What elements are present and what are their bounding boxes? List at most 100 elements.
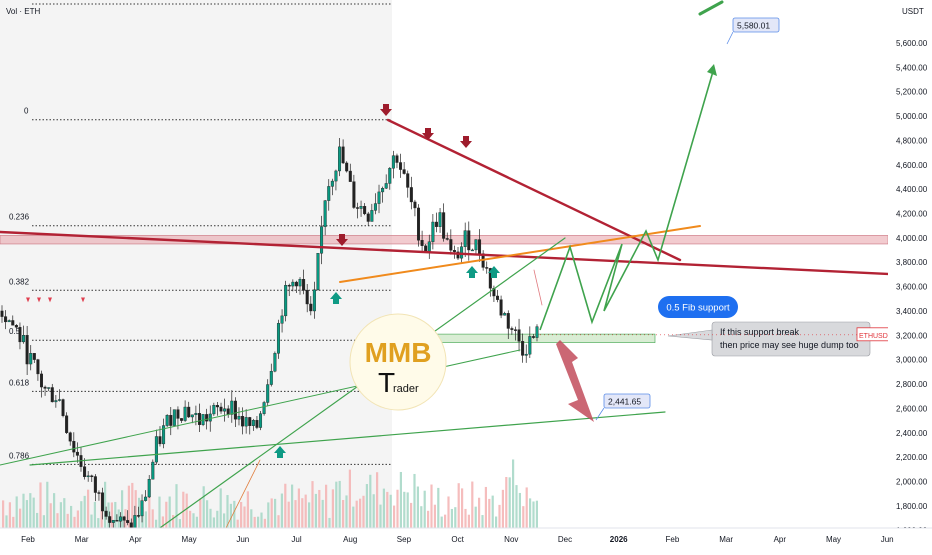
sell-signal-arrow <box>380 104 392 116</box>
signal-arrows <box>26 104 500 458</box>
price-tick-label: 2,200.00 <box>896 453 928 462</box>
candle-body <box>215 405 219 408</box>
candle-body <box>104 510 108 517</box>
volume-bar <box>304 494 307 528</box>
price-tick-label: 4,000.00 <box>896 234 928 243</box>
volume-bar <box>257 516 260 528</box>
price-axis[interactable]: 5,600.00 5,400.00 5,200.00 5,000.00 4,800.00… <box>896 39 928 535</box>
candle-body <box>205 414 209 422</box>
candle-body <box>97 492 101 494</box>
shaded-region <box>0 0 392 528</box>
watermark-logo: MMB T rader <box>349 313 447 411</box>
volume-label: Vol · ETH <box>6 7 40 16</box>
candle <box>237 407 241 426</box>
buy-signal-arrow <box>488 266 500 278</box>
small-sell-marker <box>48 297 52 303</box>
volume-bar <box>433 504 436 528</box>
candle-body <box>381 188 385 193</box>
candle-body <box>316 253 320 290</box>
candle-body <box>280 315 284 324</box>
candle <box>431 213 435 250</box>
volume-bar <box>155 519 158 528</box>
volume-bar <box>212 517 215 528</box>
volume-bar <box>512 459 515 528</box>
candle <box>327 179 331 211</box>
volume-bar <box>49 503 52 528</box>
volume-bar <box>393 505 396 528</box>
candle <box>370 203 374 222</box>
volume-bar <box>148 492 151 528</box>
logo-text: MMB <box>365 337 432 368</box>
volume-bar <box>134 490 137 528</box>
volume-bar <box>379 504 382 528</box>
warning-pointer <box>667 329 713 341</box>
candle <box>183 400 187 422</box>
volume-bar <box>399 471 402 528</box>
volume-bar <box>63 498 66 528</box>
volume-bar <box>260 512 263 528</box>
candle <box>312 281 316 319</box>
volume-bar <box>389 494 392 528</box>
candle-body <box>0 310 4 317</box>
volume-bar <box>267 502 270 528</box>
candle <box>115 514 119 522</box>
candle <box>251 418 255 431</box>
candle <box>269 363 273 387</box>
candle <box>485 261 489 274</box>
candle <box>402 161 406 175</box>
volume-bar <box>498 504 501 528</box>
volume-bar <box>219 488 222 528</box>
candle <box>391 150 395 179</box>
candle-body <box>11 320 15 326</box>
volume-bar <box>80 501 83 528</box>
candle-body <box>496 295 500 300</box>
price-tick-label: 3,400.00 <box>896 307 928 316</box>
volume-bar <box>39 482 42 528</box>
candle-body <box>406 173 410 188</box>
candle <box>230 390 234 423</box>
candle-body <box>485 267 489 269</box>
candle <box>413 199 417 217</box>
candle <box>162 418 166 449</box>
candle <box>513 326 517 341</box>
time-tick-label: Jun <box>881 535 894 544</box>
candle <box>266 379 270 407</box>
candle-body <box>463 230 467 247</box>
candle <box>420 230 424 252</box>
candle <box>442 203 446 242</box>
candle <box>187 401 191 419</box>
volume-bar <box>25 500 28 528</box>
candle-body <box>330 180 334 187</box>
volume-bar <box>416 486 419 528</box>
candle <box>334 169 338 191</box>
candle-body <box>158 436 162 445</box>
volume-bar <box>195 516 198 528</box>
time-axis[interactable]: Feb Mar Apr May Jun Jul Aug Sep Oct Nov Dec 2026 Feb… <box>21 535 894 544</box>
candle <box>262 400 266 416</box>
candle-body <box>197 413 201 425</box>
fib-label: 0.236 <box>9 213 30 222</box>
candle-body <box>445 238 449 240</box>
volume-bar <box>335 481 338 528</box>
warning-line1: If this support break <box>720 327 800 337</box>
candle <box>294 280 298 294</box>
candle <box>399 153 403 178</box>
candle <box>7 319 11 323</box>
candle <box>97 490 101 501</box>
candle <box>118 512 122 529</box>
fib-support-badge <box>658 296 738 318</box>
target-down-box <box>603 393 651 409</box>
volume-bar <box>83 495 86 528</box>
candle-body <box>348 170 352 182</box>
candle-body <box>524 353 528 356</box>
candle <box>524 344 528 363</box>
volume-bar <box>127 485 130 528</box>
time-tick-label: Feb <box>21 535 35 544</box>
volume-bar <box>461 488 464 528</box>
candle-body <box>338 146 342 172</box>
candle-body <box>359 206 363 209</box>
candle-body <box>424 245 428 252</box>
time-tick-label: Apr <box>129 535 142 544</box>
volume-bar <box>76 510 79 528</box>
